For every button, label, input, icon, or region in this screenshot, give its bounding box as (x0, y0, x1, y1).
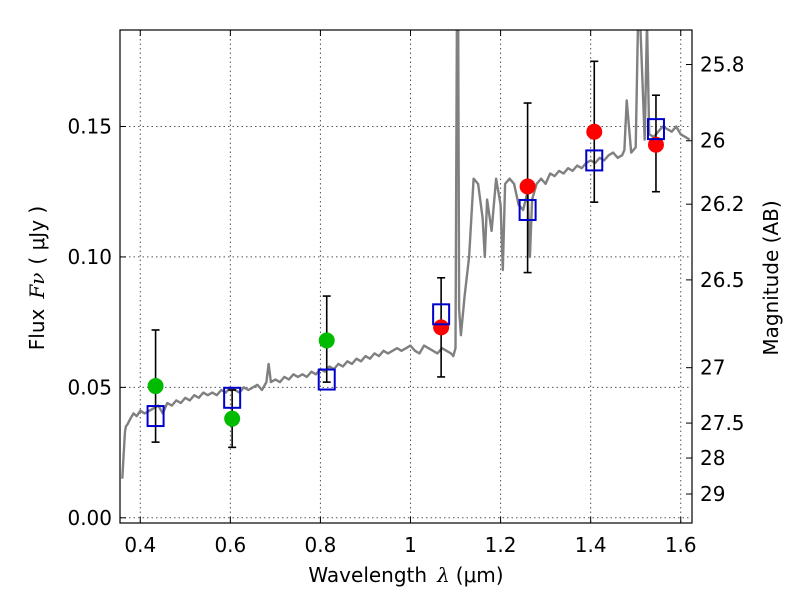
x-tick-label: 0.8 (305, 533, 337, 557)
model-box-marker (432, 303, 451, 326)
x-tick-label: 1.6 (665, 533, 697, 557)
data-point (586, 123, 603, 140)
model-box-marker (146, 405, 165, 428)
data-point (433, 319, 450, 336)
y-tick-label: 0.00 (67, 506, 112, 530)
ticks: 0.4 0.6 0.8 1 1.2 1.4 1.6 0.00 0.05 0.10 0.15 25.8 2… (67, 30, 745, 557)
data-point (519, 178, 536, 195)
data-point (318, 332, 335, 349)
data-point (147, 378, 164, 395)
x-axis-label: Wavelength λ (μm) (308, 563, 503, 587)
model-box-marker (518, 198, 537, 221)
x-tick-label: 0.4 (124, 533, 156, 557)
x-tick-label: 1.2 (485, 533, 517, 557)
plot-frame (119, 29, 693, 524)
data-point (224, 410, 241, 427)
plot-area (121, 30, 691, 479)
right-tick-label: 28 (700, 446, 725, 470)
y-tick-label: 0.10 (67, 245, 112, 269)
data-point (647, 136, 664, 153)
y-tick-label: 0.15 (67, 115, 112, 139)
y-axis-label: FluxFν( μJy ) (25, 206, 49, 350)
x-tick-label: 1.4 (575, 533, 607, 557)
y-tick-label: 0.05 (67, 375, 112, 399)
right-tick-label: 27.5 (700, 411, 745, 435)
model-box-marker (646, 118, 665, 141)
right-tick-label: 26.2 (700, 192, 745, 216)
right-tick-label: 29 (700, 482, 725, 506)
x-tick-label: 1 (404, 533, 417, 557)
x-tick-label: 0.6 (214, 533, 246, 557)
model-box-marker (317, 368, 336, 391)
model-box-marker (585, 149, 604, 172)
model-spectrum-line (121, 30, 691, 479)
right-tick-label: 26 (700, 129, 725, 153)
right-tick-label: 27 (700, 356, 725, 380)
right-tick-label: 26.5 (700, 268, 745, 292)
model-box-marker (223, 386, 242, 409)
right-axis-label: Magnitude (AB) (759, 200, 783, 355)
grid (120, 30, 692, 523)
right-tick-label: 25.8 (700, 52, 745, 76)
